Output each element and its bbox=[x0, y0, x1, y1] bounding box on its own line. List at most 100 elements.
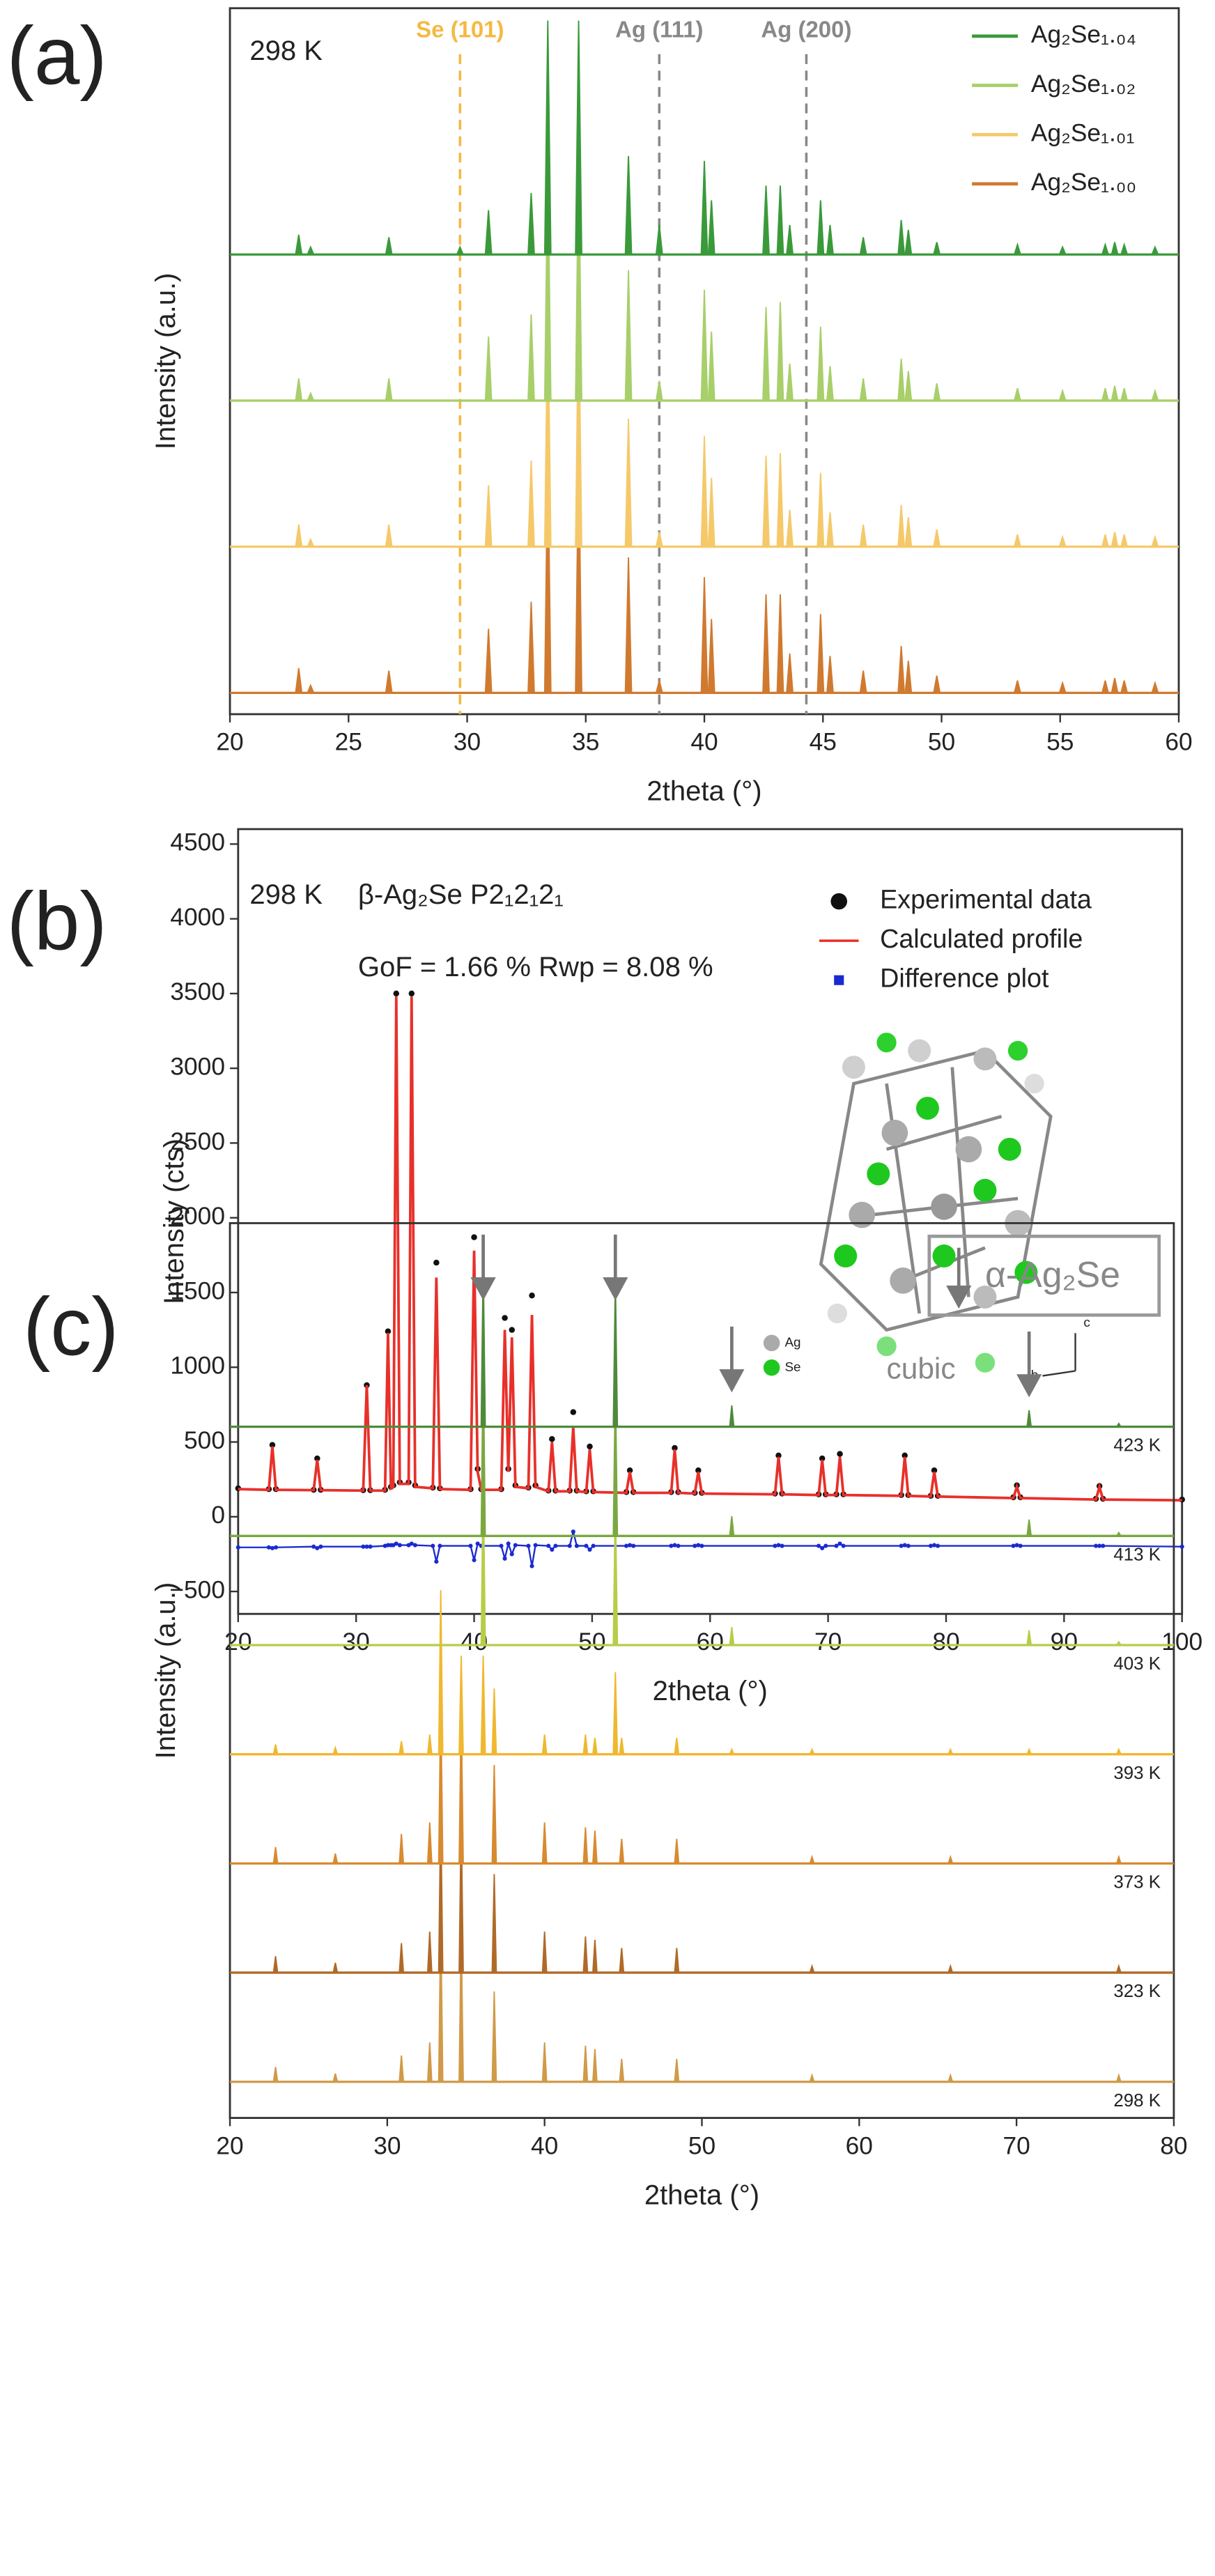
data-point bbox=[468, 1543, 473, 1548]
peak bbox=[491, 1764, 497, 1865]
peak bbox=[1101, 534, 1110, 548]
series-label: 373 K bbox=[1113, 1872, 1161, 1892]
peak bbox=[700, 289, 709, 401]
series-label: 423 K bbox=[1113, 1436, 1161, 1456]
reference-label: Ag (200) bbox=[761, 16, 851, 42]
data-point bbox=[631, 1543, 636, 1548]
peak bbox=[458, 1656, 464, 1755]
peak bbox=[904, 229, 913, 256]
peak bbox=[859, 670, 867, 694]
peak bbox=[1151, 681, 1159, 694]
peak bbox=[527, 601, 535, 694]
y-tick-label: 3500 bbox=[170, 978, 225, 1005]
inset-label: Se bbox=[784, 1359, 800, 1374]
peak bbox=[575, 446, 582, 694]
data-point bbox=[819, 1455, 826, 1462]
data-point bbox=[820, 1545, 825, 1550]
peak bbox=[398, 1741, 405, 1755]
peak bbox=[897, 504, 906, 548]
annotation: cubic bbox=[887, 1352, 956, 1385]
peak bbox=[1101, 388, 1110, 401]
x-tick-label: 60 bbox=[697, 1628, 724, 1656]
peak bbox=[480, 1262, 486, 1428]
data-point bbox=[385, 1543, 390, 1548]
series-label: 413 K bbox=[1113, 1545, 1161, 1564]
data-point bbox=[502, 1556, 507, 1561]
peak bbox=[1110, 677, 1119, 694]
peak bbox=[655, 680, 663, 694]
data-point bbox=[433, 1259, 440, 1266]
data-point bbox=[529, 1293, 535, 1299]
data-point bbox=[361, 1544, 366, 1549]
peak bbox=[897, 219, 906, 256]
peak bbox=[426, 1734, 433, 1755]
x-tick-label: 60 bbox=[846, 2132, 873, 2159]
data-point bbox=[431, 1543, 435, 1548]
data-point bbox=[780, 1543, 784, 1548]
peak bbox=[527, 314, 535, 401]
x-tick-label: 80 bbox=[1160, 2132, 1187, 2159]
peak-arrow bbox=[1016, 1331, 1042, 1398]
legend-label: Ag₂Se₁.₀₀ bbox=[1031, 169, 1136, 196]
data-point bbox=[472, 1557, 477, 1563]
peak bbox=[729, 1626, 735, 1646]
y-tick-label: 4500 bbox=[170, 829, 225, 856]
temperature-label: 298 K bbox=[249, 879, 323, 910]
data-point bbox=[509, 1552, 514, 1557]
legend-swatch bbox=[834, 975, 844, 985]
peak-arrow bbox=[603, 1234, 628, 1301]
reference-label: Se (101) bbox=[416, 16, 504, 42]
data-point bbox=[269, 1442, 276, 1449]
series-line bbox=[238, 996, 1182, 1502]
peak bbox=[674, 2058, 680, 2083]
peak bbox=[398, 2055, 405, 2083]
peak bbox=[612, 1279, 619, 1428]
peak bbox=[1013, 534, 1022, 548]
peak bbox=[700, 577, 709, 694]
peak bbox=[612, 1672, 619, 1755]
peak bbox=[674, 1738, 680, 1755]
data-point bbox=[397, 1543, 402, 1548]
data-point bbox=[1179, 1544, 1184, 1549]
peak bbox=[817, 614, 825, 694]
peak bbox=[398, 1943, 405, 1974]
inset-label: c bbox=[1083, 1315, 1090, 1329]
data-point bbox=[393, 990, 400, 997]
inset-label: Ag bbox=[784, 1334, 800, 1349]
peak bbox=[575, 300, 582, 548]
peak bbox=[484, 628, 493, 694]
y-tick-label: −500 bbox=[169, 1576, 225, 1603]
peak bbox=[385, 670, 393, 694]
x-tick-label: 50 bbox=[578, 1628, 605, 1656]
y-axis-title: Intensity (a.u.) bbox=[150, 1582, 181, 1759]
peak bbox=[591, 1939, 598, 1974]
y-tick-label: 3000 bbox=[170, 1054, 225, 1081]
peak bbox=[1110, 385, 1119, 401]
data-point bbox=[931, 1467, 938, 1474]
peak bbox=[484, 210, 493, 256]
peak bbox=[786, 509, 794, 548]
peak bbox=[904, 371, 913, 401]
peak bbox=[484, 485, 493, 548]
peak bbox=[1058, 388, 1067, 401]
peak bbox=[306, 245, 315, 256]
peak bbox=[762, 307, 770, 401]
data-point bbox=[409, 1541, 414, 1546]
data-point bbox=[584, 1543, 589, 1548]
peak bbox=[543, 20, 552, 256]
peak bbox=[527, 192, 535, 256]
data-point bbox=[513, 1543, 518, 1548]
peak bbox=[707, 477, 715, 548]
legend-box bbox=[927, 1234, 1161, 1317]
peak bbox=[398, 1833, 405, 1865]
peak bbox=[729, 1405, 735, 1428]
peak bbox=[786, 224, 794, 256]
peak bbox=[619, 1838, 625, 1865]
fit-label: GoF = 1.66 % Rwp = 8.08 % bbox=[358, 952, 713, 982]
data-point bbox=[773, 1543, 777, 1548]
peak bbox=[272, 1744, 279, 1755]
peak bbox=[729, 1748, 735, 1755]
peak bbox=[729, 1515, 735, 1537]
data-point bbox=[385, 1328, 392, 1334]
